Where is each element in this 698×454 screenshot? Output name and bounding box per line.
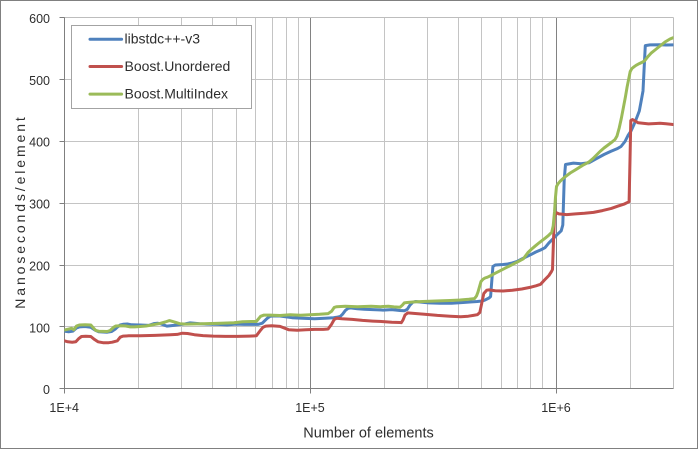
svg-text:Number of elements: Number of elements xyxy=(303,426,434,442)
svg-text:0: 0 xyxy=(43,383,50,397)
svg-text:1E+4: 1E+4 xyxy=(49,401,79,415)
svg-text:Boost.Unordered: Boost.Unordered xyxy=(125,58,231,74)
svg-text:100: 100 xyxy=(29,321,50,335)
svg-text:300: 300 xyxy=(29,198,50,212)
svg-text:Nanoseconds/element: Nanoseconds/element xyxy=(12,114,28,308)
svg-text:1E+6: 1E+6 xyxy=(541,401,571,415)
svg-text:400: 400 xyxy=(29,136,50,150)
svg-text:500: 500 xyxy=(29,74,50,88)
svg-text:libstdc++-v3: libstdc++-v3 xyxy=(125,31,201,47)
svg-text:Boost.MultiIndex: Boost.MultiIndex xyxy=(125,86,229,102)
svg-text:1E+5: 1E+5 xyxy=(295,401,325,415)
svg-text:200: 200 xyxy=(29,259,50,273)
svg-text:600: 600 xyxy=(29,12,50,26)
